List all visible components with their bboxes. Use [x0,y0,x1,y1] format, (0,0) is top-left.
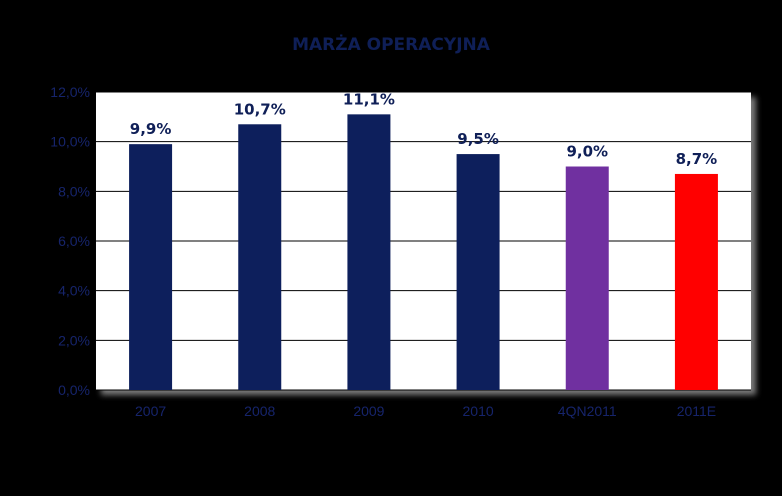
y-tick-label: 6,0% [58,233,90,249]
bars [129,114,718,391]
x-tick-label: 4QN2011 [558,403,617,419]
y-axis-ticks: 0,0% 2,0% 4,0% 6,0% 8,0% 10,0% 12,0% [50,84,90,398]
bar-4QN2011 [565,166,609,390]
y-tick-label: 2,0% [58,332,90,348]
data-label: 11,1% [343,90,395,108]
data-label: 10,7% [234,100,286,118]
x-axis-ticks: 2007 2008 2009 2010 4QN2011 2011E [135,403,716,419]
bar-2010 [456,154,500,390]
y-tick-label: 10,0% [50,134,90,150]
gridlines [96,91,751,391]
data-label: 9,9% [130,120,172,138]
y-tick-label: 8,0% [58,183,90,199]
bar-2008 [238,124,282,391]
x-tick-label: 2011E [677,403,716,419]
x-tick-label: 2007 [135,403,166,419]
x-tick-label: 2010 [463,403,494,419]
bar-2011E [674,173,718,390]
y-tick-label: 4,0% [58,283,90,299]
bar-2007 [129,144,173,390]
y-tick-label: 0,0% [58,382,90,398]
x-tick-label: 2009 [353,403,384,419]
chart-title: MARŻA OPERACYJNA [292,33,491,55]
bar-2009 [347,114,391,390]
data-label: 9,0% [566,143,608,161]
data-label: 8,7% [676,150,718,168]
data-label: 9,5% [457,130,499,148]
data-labels: 9,9% 10,7% 11,1% 9,5% 9,0% 8,7% [130,90,717,168]
x-tick-label: 2008 [244,403,275,419]
y-tick-label: 12,0% [50,84,90,100]
